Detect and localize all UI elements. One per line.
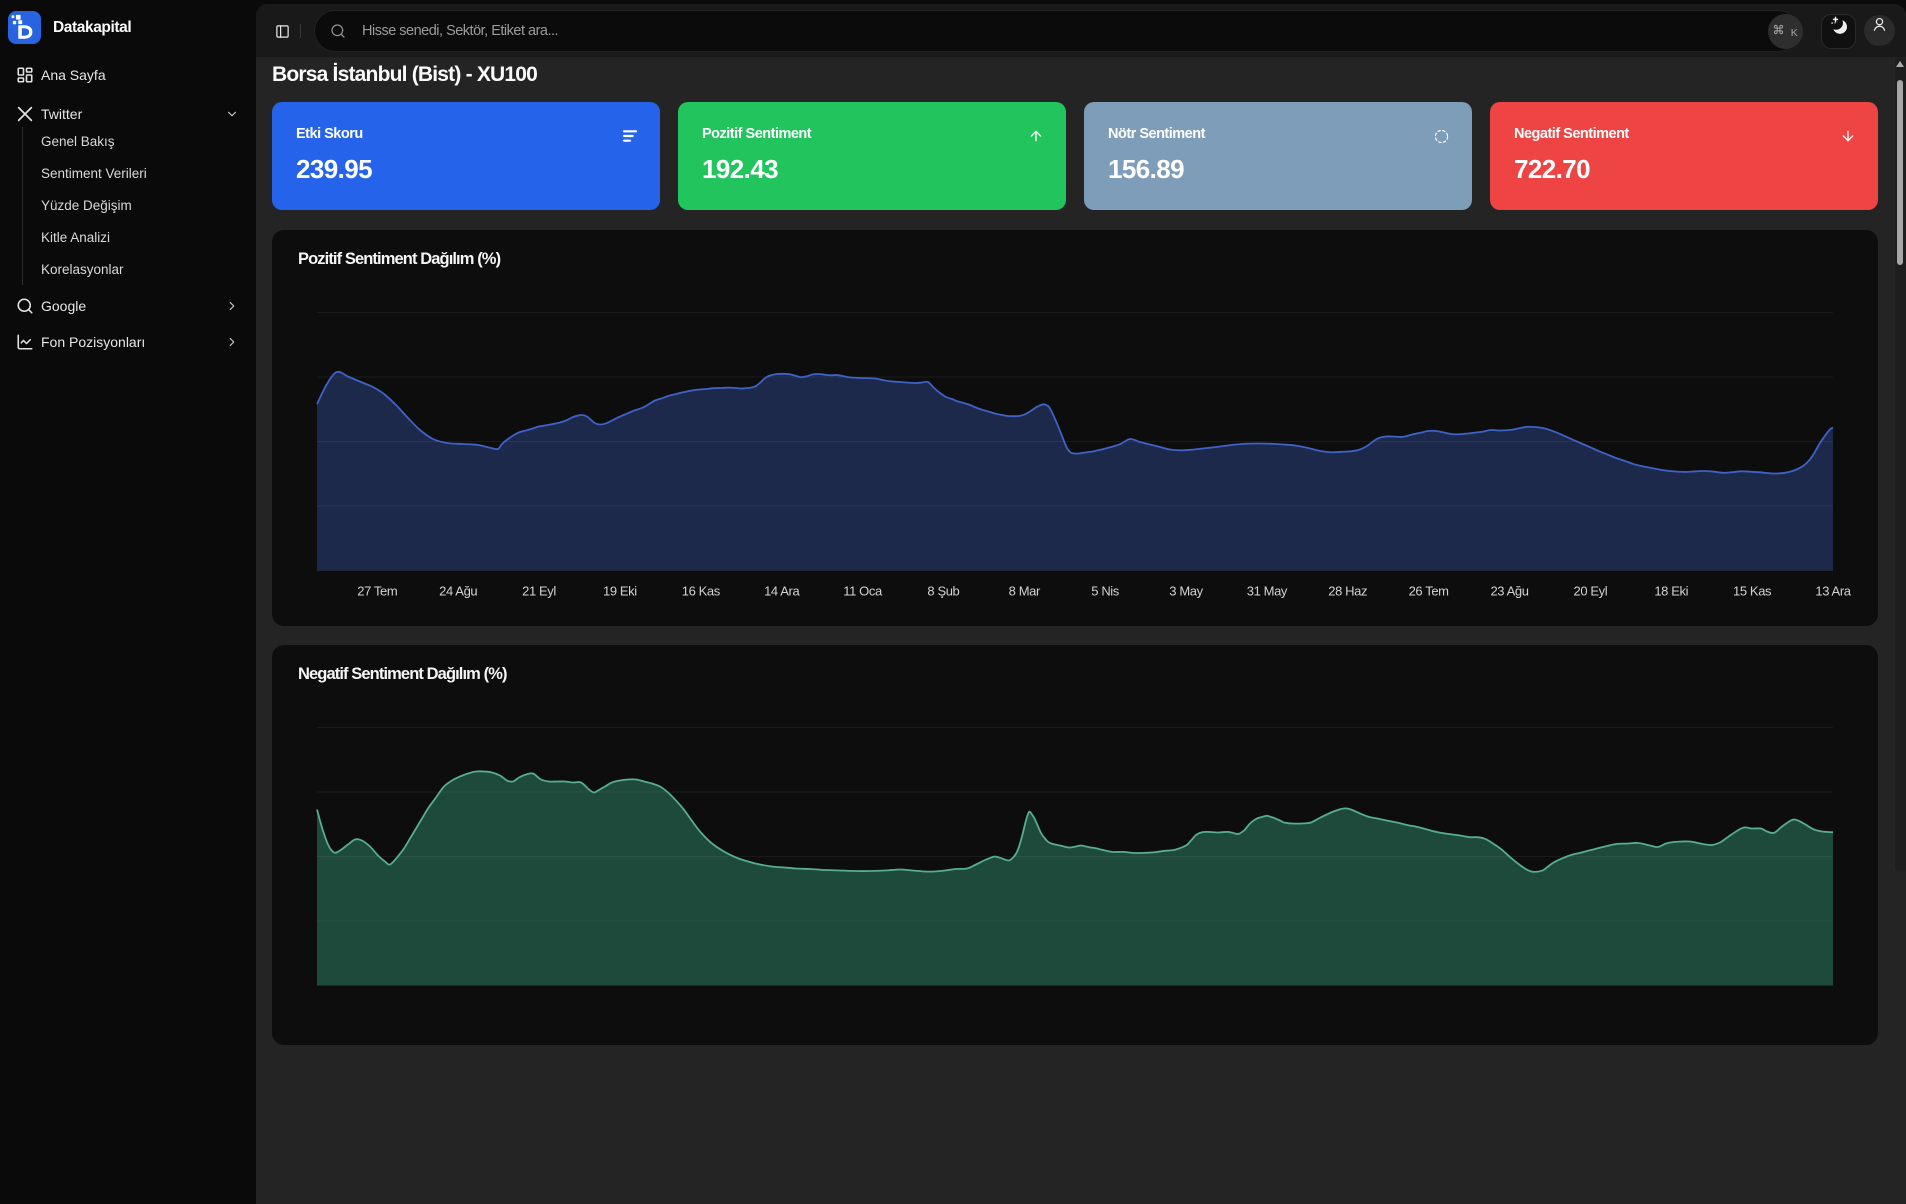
svg-text:26 Tem: 26 Tem [1409,584,1449,599]
svg-text:23 Ağu: 23 Ağu [1490,584,1528,599]
svg-text:5 Nis: 5 Nis [1091,584,1120,599]
svg-text:24 Ağu: 24 Ağu [439,584,477,599]
svg-text:27 Tem: 27 Tem [357,584,397,599]
svg-text:14 Ara: 14 Ara [764,584,800,599]
svg-text:11 Oca: 11 Oca [843,584,883,599]
svg-text:16 Kas: 16 Kas [682,584,721,599]
svg-text:20 Eyl: 20 Eyl [1574,584,1608,599]
svg-text:18 Eki: 18 Eki [1654,584,1688,599]
svg-text:19 Eki: 19 Eki [603,584,637,599]
svg-text:31 May: 31 May [1247,584,1288,599]
svg-text:3 May: 3 May [1169,584,1203,599]
svg-text:15 Kas: 15 Kas [1733,584,1772,599]
svg-text:8 Şub: 8 Şub [927,584,959,599]
svg-text:21 Eyl: 21 Eyl [522,584,556,599]
svg-text:8 Mar: 8 Mar [1009,584,1041,599]
svg-text:13 Ara: 13 Ara [1815,584,1851,599]
svg-text:28 Haz: 28 Haz [1328,584,1367,599]
